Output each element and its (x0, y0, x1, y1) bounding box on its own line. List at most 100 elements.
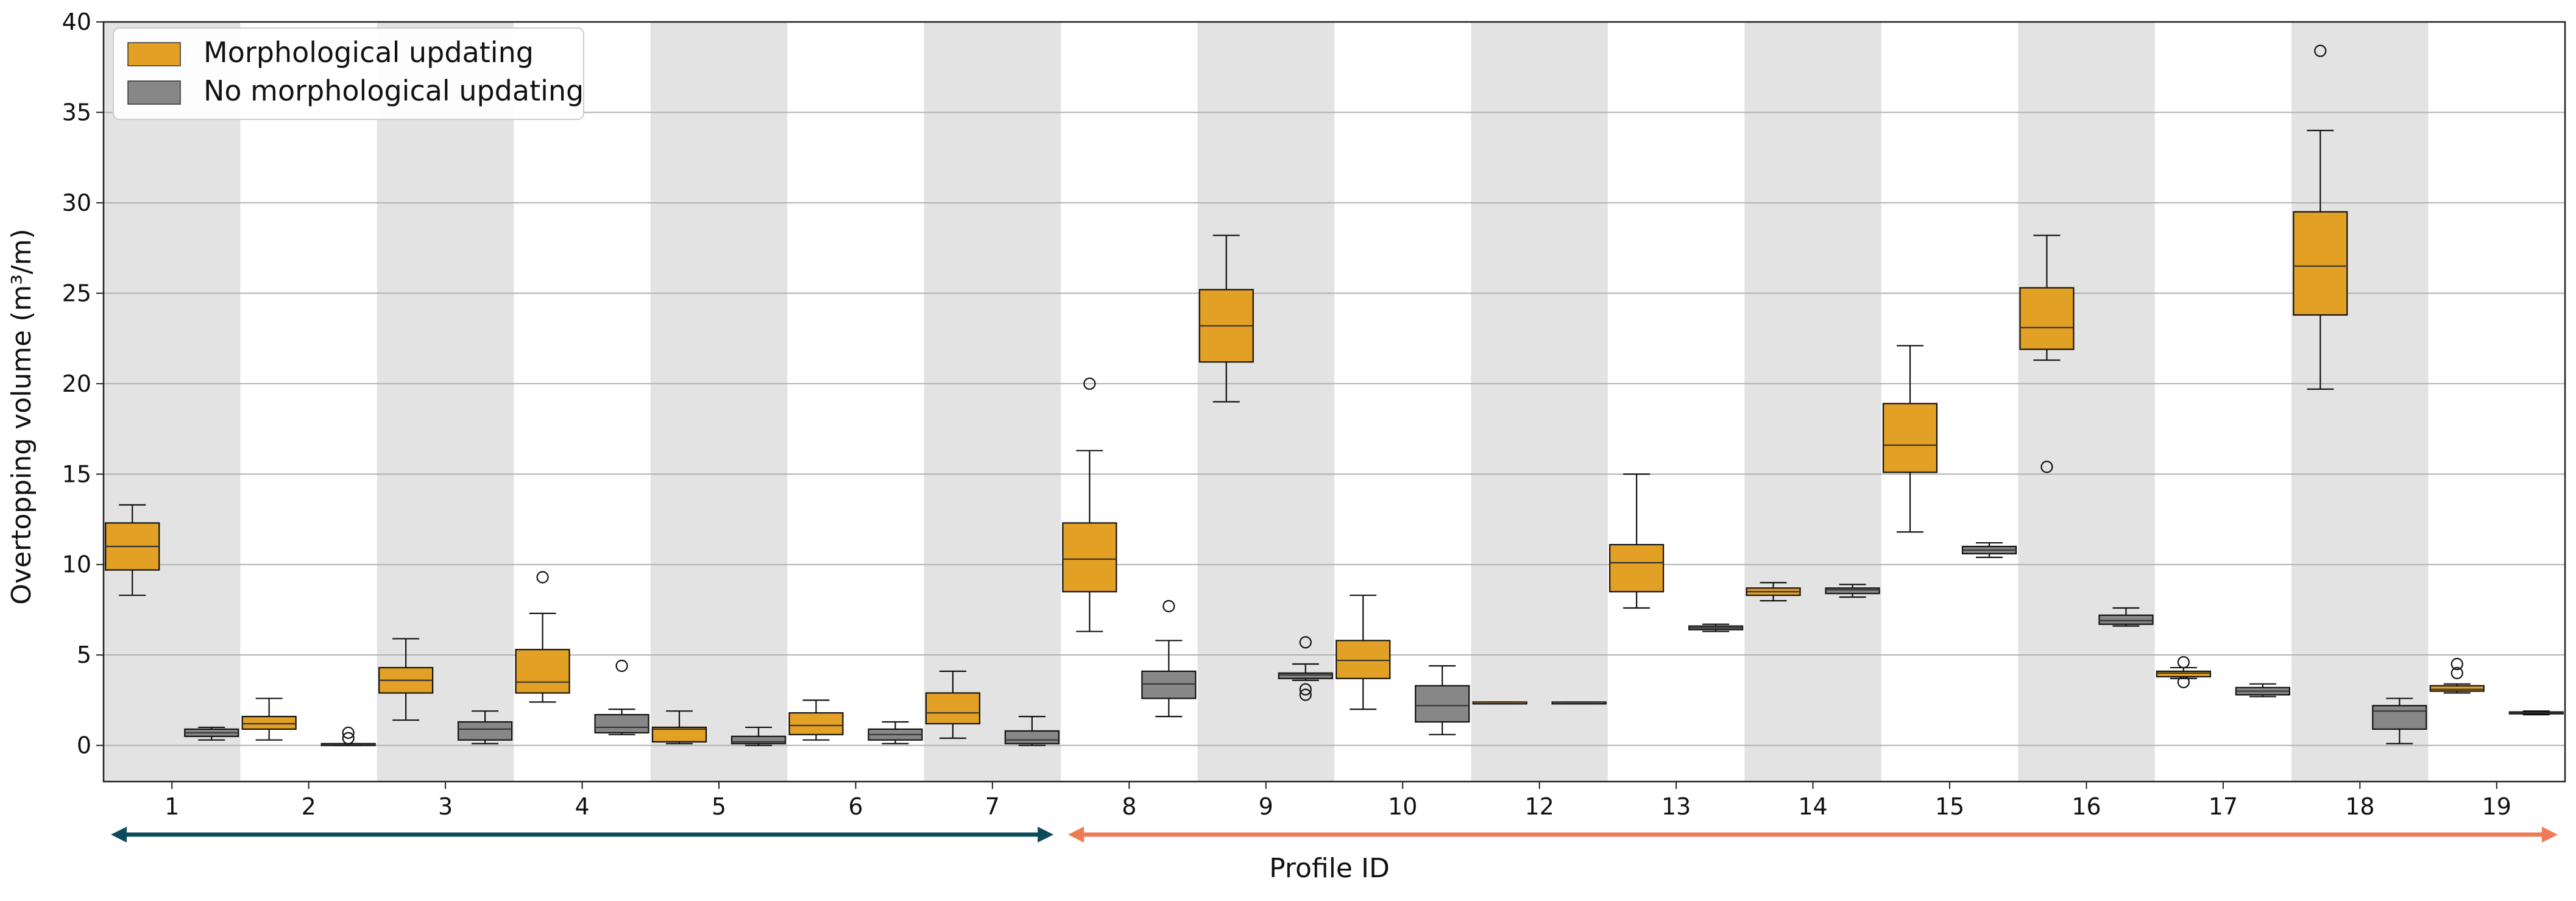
box-body (594, 714, 649, 733)
plot-frame (102, 21, 2566, 783)
x-tick-label-10: 10 (1388, 793, 1417, 820)
legend-frame (113, 27, 584, 120)
outlier-0 (1083, 377, 1096, 390)
box-body (515, 649, 570, 694)
box-morph-6 (788, 699, 844, 741)
box-body (788, 712, 844, 735)
box-morph-1 (105, 504, 160, 596)
outlier-0 (2450, 657, 2463, 671)
group-arrow-2 (1068, 827, 2558, 843)
boxes (105, 44, 2564, 746)
box-body (1141, 670, 1197, 699)
box-body (1336, 640, 1391, 679)
outlier-0 (1299, 636, 1312, 649)
shaded-bands (104, 22, 2429, 782)
outlier-0 (2177, 655, 2190, 669)
outlier-2 (1299, 688, 1312, 701)
arrow-head-right (2542, 827, 2558, 843)
box-morph-13 (1609, 473, 1665, 609)
box-morph-19 (2429, 657, 2485, 694)
box-morph-12 (1472, 701, 1527, 705)
x-tick-label-6: 6 (848, 793, 863, 820)
x-tick-label-17: 17 (2209, 793, 2238, 820)
box-nomorph-8 (1141, 599, 1197, 718)
shaded-band-5 (650, 22, 788, 782)
y-tick-label-30: 30 (62, 189, 91, 216)
x-tick-label-12: 12 (1524, 793, 1554, 820)
box-nomorph-9 (1278, 636, 1333, 701)
x-tick-label-19: 19 (2482, 793, 2511, 820)
shaded-band-12 (1471, 22, 1608, 782)
box-morph-17 (2156, 655, 2211, 688)
x-tick-label-5: 5 (712, 793, 726, 820)
box-body (458, 721, 513, 741)
box-body (1278, 672, 1333, 679)
box-morph-2 (241, 698, 297, 741)
x-tick-label-18: 18 (2345, 793, 2374, 820)
shaded-band-14 (1744, 22, 1881, 782)
box-nomorph-5 (731, 726, 787, 746)
x-tick-label-1: 1 (165, 793, 179, 820)
box-morph-7 (925, 670, 980, 739)
box-nomorph-18 (2372, 698, 2427, 744)
outlier-0 (342, 726, 355, 739)
box-nomorph-12 (1551, 701, 1607, 705)
box-nomorph-13 (1688, 623, 1744, 632)
shaded-band-18 (2291, 22, 2429, 782)
shaded-band-1 (104, 22, 241, 782)
x-tick-label-16: 16 (2072, 793, 2101, 820)
box-nomorph-14 (1825, 584, 1880, 598)
box-morph-4 (515, 571, 570, 703)
box-body (2372, 705, 2427, 730)
legend-swatch-no-morphological (127, 80, 181, 105)
x-tick-label-3: 3 (438, 793, 453, 820)
x-tick-label-14: 14 (1798, 793, 1827, 820)
group-arrows (111, 827, 2558, 843)
box-body (2098, 614, 2154, 625)
y-tick-label-25: 25 (62, 280, 91, 306)
box-body (2019, 287, 2075, 350)
y-axis-ticks: 0 5 10 15 20 25 30 35 40 (62, 9, 104, 759)
outlier-0 (536, 571, 549, 584)
box-body (925, 692, 980, 725)
box-body (1882, 403, 1938, 473)
box-body (2293, 211, 2348, 316)
box-morph-14 (1746, 582, 1801, 602)
y-tick-label-40: 40 (62, 9, 91, 35)
box-nomorph-1 (184, 726, 239, 741)
box-nomorph-10 (1415, 665, 1470, 735)
box-body (2429, 685, 2485, 692)
box-body (1062, 522, 1117, 593)
x-tick-label-13: 13 (1661, 793, 1691, 820)
x-tick-label-15: 15 (1935, 793, 1964, 820)
outlier-0 (615, 659, 628, 673)
outlier-0 (2314, 44, 2327, 57)
box-morph-8 (1062, 377, 1117, 632)
outlier-0 (2040, 461, 2053, 473)
box-morph-3 (378, 638, 434, 721)
x-tick-label-2: 2 (302, 793, 316, 820)
box-morph-10 (1336, 595, 1391, 710)
box-body (241, 716, 297, 730)
box-nomorph-17 (2235, 683, 2290, 698)
box-morph-9 (1198, 235, 1254, 403)
outlier-1 (2177, 676, 2190, 688)
box-morph-15 (1882, 345, 1938, 533)
group-arrow-1 (111, 827, 1054, 843)
outlier-1 (1299, 683, 1312, 696)
box-nomorph-7 (1004, 716, 1060, 746)
box-nomorph-6 (868, 721, 923, 744)
box-body (1415, 685, 1470, 723)
box-nomorph-16 (2098, 607, 2154, 627)
y-tick-label-35: 35 (62, 99, 91, 125)
x-tick-label-7: 7 (985, 793, 1000, 820)
x-tick-label-4: 4 (575, 793, 589, 820)
legend-label-morphological: Morphological updating (203, 36, 534, 69)
box-morph-18 (2293, 44, 2348, 390)
box-body (2156, 670, 2211, 677)
box-nomorph-2 (320, 726, 376, 746)
box-nomorph-15 (1961, 542, 2017, 558)
box-nomorph-19 (2508, 710, 2564, 716)
y-tick-label-10: 10 (62, 551, 91, 578)
